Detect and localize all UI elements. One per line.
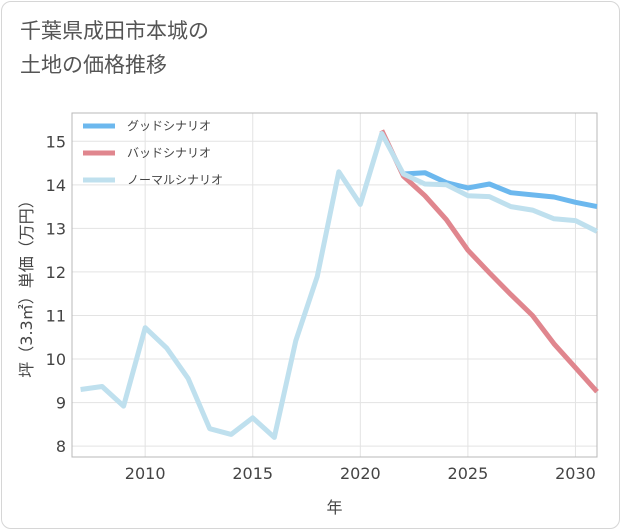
plot-area [71, 112, 598, 458]
x-tick-label: 2015 [232, 464, 273, 483]
axis-ticks: 2010 2015 2020 2025 2030 8 9 10 11 12 13 14 15 [46, 132, 596, 483]
y-tick-label: 8 [56, 437, 66, 456]
chart-title-line-1: 千葉県成田市本城の [20, 19, 209, 43]
x-tick-label: 2030 [555, 464, 596, 483]
y-tick-label: 13 [46, 219, 66, 238]
y-axis-title: 坪（3.3㎡）単価（万円） [17, 192, 36, 377]
series-lines [80, 129, 599, 440]
y-tick-label: 14 [46, 176, 66, 195]
y-tick-label: 15 [46, 132, 66, 151]
series-line-2 [379, 129, 599, 394]
x-tick-label: 2010 [125, 464, 166, 483]
chart-title-line-2: 土地の価格推移 [20, 53, 167, 77]
series-line-1 [403, 170, 598, 210]
x-tick-label: 2025 [448, 464, 489, 483]
series-line-3 [80, 131, 599, 440]
y-tick-label: 12 [46, 263, 66, 282]
legend-label: バッドシナリオ [127, 146, 211, 160]
chart-title: 千葉県成田市本城の 土地の価格推移 [20, 14, 209, 82]
gridlines [72, 113, 597, 457]
legend-label: グッドシナリオ [127, 119, 211, 133]
legend-label: ノーマルシナリオ [127, 173, 223, 187]
x-tick-label: 2020 [340, 464, 381, 483]
y-tick-label: 11 [46, 306, 66, 325]
y-tick-label: 10 [46, 350, 66, 369]
x-axis-title: 年 [326, 498, 342, 517]
y-tick-label: 9 [56, 394, 66, 413]
